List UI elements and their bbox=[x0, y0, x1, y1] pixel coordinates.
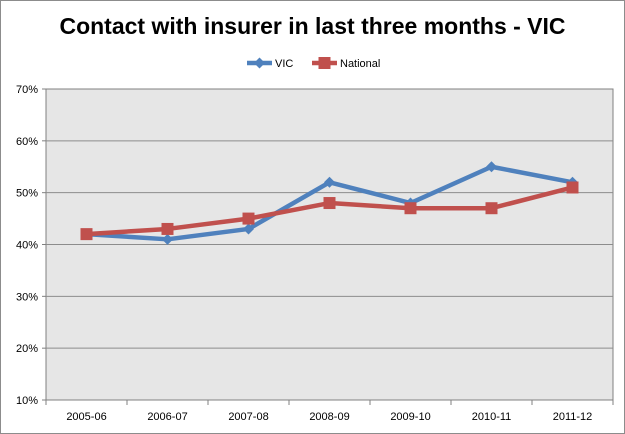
x-axis: 2005-06 2006-07 2007-08 2008-09 2009-10 2010-… bbox=[45, 400, 614, 423]
data-point-vic bbox=[324, 176, 335, 188]
data-point-vic bbox=[486, 161, 497, 173]
series-layer bbox=[80, 161, 579, 245]
legend: VIC National bbox=[247, 57, 380, 70]
gridlines bbox=[46, 140, 613, 349]
y-tick-label: 50% bbox=[16, 188, 38, 200]
y-tick-label: 40% bbox=[16, 240, 38, 252]
series-national bbox=[80, 181, 579, 241]
x-tick-label: 2011-12 bbox=[553, 411, 593, 423]
x-tick-label: 2005-06 bbox=[66, 411, 106, 423]
legend-label: National bbox=[340, 58, 380, 70]
data-point-national bbox=[80, 228, 93, 241]
data-point-national bbox=[242, 212, 255, 225]
y-tick-label: 10% bbox=[16, 395, 38, 407]
data-point-national bbox=[161, 222, 174, 235]
data-point-vic bbox=[162, 233, 173, 245]
legend-item-vic: VIC bbox=[247, 57, 293, 70]
data-point-national bbox=[404, 202, 417, 215]
y-axis: 10% 20% 30% 40% 50% 60% 70% bbox=[16, 84, 46, 407]
chart-title: Contact with insurer in last three month… bbox=[59, 13, 566, 39]
x-tick-label: 2009-10 bbox=[390, 411, 430, 423]
data-point-national bbox=[323, 197, 336, 210]
y-tick-label: 70% bbox=[16, 84, 38, 96]
legend-item-national: National bbox=[312, 57, 380, 70]
data-point-vic bbox=[243, 223, 254, 235]
y-tick-label: 30% bbox=[16, 291, 38, 303]
legend-label: VIC bbox=[275, 58, 293, 70]
legend-swatch-marker bbox=[318, 57, 331, 69]
x-tick-label: 2008-09 bbox=[309, 411, 349, 423]
y-tick-label: 60% bbox=[16, 136, 38, 148]
x-tick-label: 2010-11 bbox=[472, 411, 512, 423]
y-tick-label: 20% bbox=[16, 343, 38, 355]
legend-swatch-marker bbox=[254, 57, 265, 69]
data-point-national bbox=[566, 181, 579, 194]
data-point-national bbox=[485, 202, 498, 215]
x-tick-label: 2007-08 bbox=[228, 411, 268, 423]
x-tick-label: 2006-07 bbox=[147, 411, 187, 423]
